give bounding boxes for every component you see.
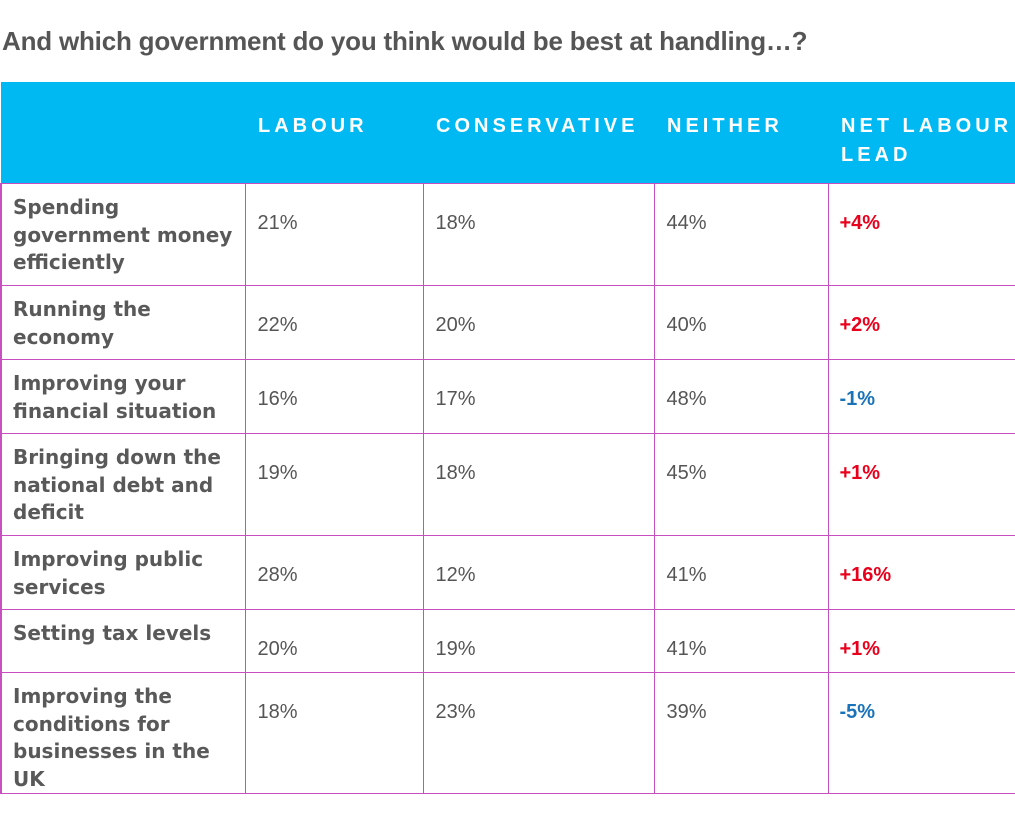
conservative-value: 17% bbox=[422, 359, 655, 434]
conservative-value: 12% bbox=[422, 535, 655, 610]
results-table: LABOUR CONSERVATIVE NEITHER NET LABOUR L… bbox=[0, 82, 1015, 794]
labour-value: 21% bbox=[244, 183, 424, 286]
row-label: Running the economy bbox=[0, 285, 246, 360]
conservative-value: 18% bbox=[422, 433, 655, 536]
table-body: Spending government money efficiently 21… bbox=[0, 183, 1015, 794]
table-row: Improving public services 28% 12% 41% +1… bbox=[0, 535, 1015, 610]
chart-title: And which government do you think would … bbox=[2, 26, 808, 56]
neither-value: 48% bbox=[653, 359, 829, 434]
row-label: Bringing down the national debt and defi… bbox=[0, 433, 246, 536]
table-row: Improving the conditions for businesses … bbox=[0, 672, 1015, 794]
table-row: Running the economy 22% 20% 40% +2% bbox=[0, 285, 1015, 360]
neither-value: 44% bbox=[653, 183, 829, 286]
header-cell-neither: NEITHER bbox=[654, 82, 828, 184]
header-cell-conservative: CONSERVATIVE bbox=[423, 82, 654, 184]
table-row: Improving your financial situation 16% 1… bbox=[0, 359, 1015, 434]
row-label: Improving public services bbox=[0, 535, 246, 610]
conservative-value: 19% bbox=[422, 609, 655, 673]
neither-value: 41% bbox=[653, 535, 829, 610]
net-lead-value: -5% bbox=[827, 672, 1015, 794]
table-row: Spending government money efficiently 21… bbox=[0, 183, 1015, 286]
labour-value: 19% bbox=[244, 433, 424, 536]
labour-value: 18% bbox=[244, 672, 424, 794]
row-label: Setting tax levels bbox=[0, 609, 246, 673]
conservative-value: 20% bbox=[422, 285, 655, 360]
table-row: Bringing down the national debt and defi… bbox=[0, 433, 1015, 536]
header-cell-net-labour-lead: NET LABOUR LEAD bbox=[828, 82, 1015, 184]
header-cell-topic bbox=[1, 82, 245, 184]
conservative-value: 18% bbox=[422, 183, 655, 286]
net-lead-value: +2% bbox=[827, 285, 1015, 360]
conservative-value: 23% bbox=[422, 672, 655, 794]
labour-value: 28% bbox=[244, 535, 424, 610]
row-label: Improving your financial situation bbox=[0, 359, 246, 434]
net-lead-value: +1% bbox=[827, 433, 1015, 536]
labour-value: 22% bbox=[244, 285, 424, 360]
neither-value: 45% bbox=[653, 433, 829, 536]
table-header: LABOUR CONSERVATIVE NEITHER NET LABOUR L… bbox=[1, 82, 1015, 184]
net-lead-value: -1% bbox=[827, 359, 1015, 434]
neither-value: 39% bbox=[653, 672, 829, 794]
row-label: Improving the conditions for businesses … bbox=[0, 672, 246, 794]
net-lead-value: +4% bbox=[827, 183, 1015, 286]
neither-value: 40% bbox=[653, 285, 829, 360]
neither-value: 41% bbox=[653, 609, 829, 673]
net-lead-value: +16% bbox=[827, 535, 1015, 610]
header-row: LABOUR CONSERVATIVE NEITHER NET LABOUR L… bbox=[1, 82, 1015, 184]
table-row: Setting tax levels 20% 19% 41% +1% bbox=[0, 609, 1015, 673]
labour-value: 20% bbox=[244, 609, 424, 673]
net-lead-value: +1% bbox=[827, 609, 1015, 673]
header-cell-labour: LABOUR bbox=[245, 82, 423, 184]
labour-value: 16% bbox=[244, 359, 424, 434]
row-label: Spending government money efficiently bbox=[0, 183, 246, 286]
